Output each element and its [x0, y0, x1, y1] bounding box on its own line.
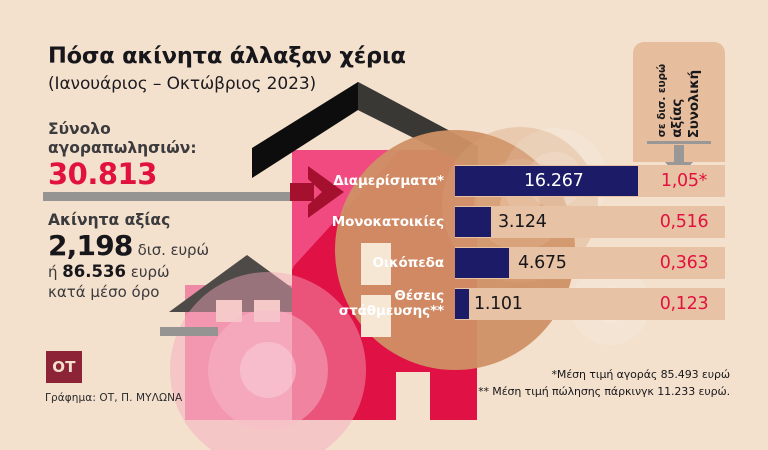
- total-value-block: Ακίνητα αξίας 2,198 δισ. ευρώ ή 86.536 ε…: [48, 211, 209, 303]
- ot-logo-text: OT: [52, 358, 76, 376]
- bar-value-label-1: 0,516: [659, 212, 709, 232]
- footnotes: *Μέση τιμή αγοράς 85.493 ευρώ ** Μέση τι…: [478, 366, 730, 400]
- avg-unit: ευρώ: [125, 263, 170, 282]
- value-column-header: Συνολική αξίας σε δισ. ευρώ: [633, 42, 725, 178]
- page-subtitle: (Ιανουάριος – Οκτώβριος 2023): [48, 74, 317, 95]
- row-band: [455, 206, 725, 238]
- avg-amount: 86.536: [62, 262, 126, 282]
- bar-count-label-1: 3.124: [498, 212, 547, 232]
- avg-suffix: κατά μέσο όρο: [48, 283, 160, 302]
- table-row: Οικόπεδα 4.675 0,363: [310, 247, 725, 279]
- section-divider-line: [43, 192, 290, 201]
- title-block: Πόσα ακίνητα άλλαξαν χέρια (Ιανουάριος –…: [48, 43, 406, 95]
- table-row: Μονοκατοικίες 3.124 0,516: [310, 206, 725, 238]
- row-band: [455, 288, 725, 320]
- category-label-2: Οικόπεδα: [372, 254, 444, 271]
- category-label-3: Θέσεις στάθμευσης**: [338, 288, 444, 319]
- arrow-right-icon: [290, 166, 344, 218]
- bar-count-label-2: 4.675: [518, 253, 567, 273]
- value-unit: δισ. ευρώ: [137, 240, 209, 259]
- total-label-line2: αγοραπωλησιών:: [48, 138, 197, 157]
- bar-value-label-2: 0,363: [659, 253, 709, 273]
- value-amount: 2,198: [48, 228, 133, 262]
- ot-logo: OT: [46, 351, 82, 383]
- category-label-0: Διαμερίσματα*: [333, 172, 444, 189]
- total-label-line1: Σύνολο: [48, 120, 111, 138]
- total-transactions-block: Σύνολο αγοραπωλησιών: 30.813: [48, 120, 197, 191]
- value-label: Ακίνητα αξίας: [48, 211, 171, 229]
- footnote-2: ** Μέση τιμή πώλησης πάρκινγκ 11.233 ευρ…: [478, 385, 730, 399]
- bar-count-label-3: 1.101: [474, 294, 523, 314]
- page-title: Πόσα ακίνητα άλλαξαν χέρια: [48, 43, 406, 69]
- footnote-1: *Μέση τιμή αγοράς 85.493 ευρώ: [551, 368, 731, 381]
- table-row: Διαμερίσματα* 16.267 1,05*: [310, 165, 725, 197]
- avg-prefix: ή: [48, 263, 63, 282]
- bar-count-3: [455, 289, 469, 319]
- total-transactions-value: 30.813: [48, 157, 157, 192]
- bar-value-label-3: 0,123: [659, 294, 709, 314]
- bar-count-0: [455, 166, 638, 196]
- bar-value-label-0: 1,05*: [660, 171, 708, 191]
- bar-count-2: [455, 248, 509, 278]
- bar-count-1: [455, 207, 491, 237]
- bar-count-label-0: 16.267: [524, 171, 584, 191]
- table-row: Θέσεις στάθμευσης** 1.101 0,123: [310, 288, 725, 320]
- category-label-1: Μονοκατοικίες: [331, 213, 444, 230]
- value-column-rule: [647, 141, 711, 144]
- graphic-credit: Γράφημα: OT, Π. ΜΥΛΩΝΑ: [45, 392, 183, 404]
